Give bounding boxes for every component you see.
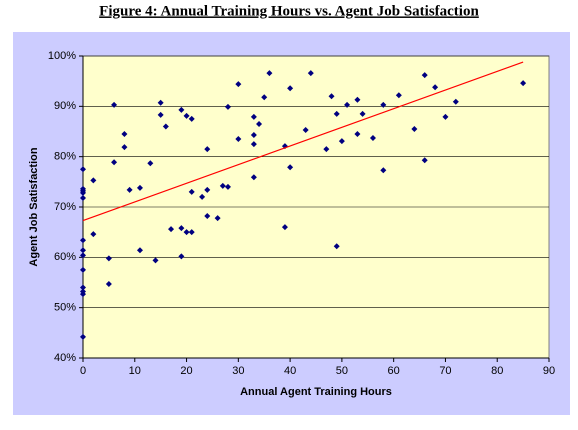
y-tick-label: 100% bbox=[48, 50, 76, 62]
point bbox=[152, 257, 159, 264]
x-tick-label: 60 bbox=[388, 365, 400, 377]
x-tick-label: 30 bbox=[232, 365, 244, 377]
point bbox=[80, 333, 86, 340]
point bbox=[204, 213, 211, 220]
point bbox=[354, 131, 361, 138]
point bbox=[266, 70, 273, 77]
point bbox=[380, 167, 387, 174]
x-tick-label: 20 bbox=[180, 365, 192, 377]
point bbox=[80, 187, 86, 194]
point bbox=[80, 237, 86, 244]
point bbox=[111, 159, 118, 166]
point bbox=[256, 120, 263, 127]
point bbox=[126, 186, 133, 193]
point bbox=[333, 243, 340, 250]
point bbox=[147, 160, 154, 167]
point bbox=[183, 112, 190, 119]
point bbox=[224, 103, 231, 110]
point bbox=[111, 101, 118, 108]
point bbox=[224, 183, 231, 190]
point bbox=[250, 174, 257, 181]
trendline bbox=[82, 61, 524, 222]
y-tick-label: 60% bbox=[54, 251, 76, 263]
point bbox=[214, 215, 221, 222]
point bbox=[421, 157, 428, 164]
point bbox=[338, 138, 345, 145]
point bbox=[105, 281, 112, 288]
point bbox=[80, 284, 86, 291]
point bbox=[178, 253, 185, 260]
point bbox=[380, 101, 387, 108]
point bbox=[183, 229, 190, 236]
y-tick-label: 50% bbox=[54, 302, 76, 314]
point bbox=[235, 136, 242, 143]
y-tick-label: 80% bbox=[54, 151, 76, 163]
point bbox=[411, 125, 418, 132]
point bbox=[188, 229, 195, 236]
point bbox=[302, 126, 309, 133]
point bbox=[287, 164, 294, 171]
point bbox=[188, 188, 195, 195]
point bbox=[323, 146, 330, 153]
point bbox=[369, 135, 376, 142]
point bbox=[80, 266, 86, 273]
point bbox=[157, 99, 164, 106]
point bbox=[90, 177, 97, 184]
x-tick-label: 90 bbox=[543, 365, 555, 377]
y-tick-label: 70% bbox=[54, 201, 76, 213]
point bbox=[80, 291, 86, 298]
point bbox=[90, 231, 97, 238]
point bbox=[421, 72, 428, 79]
y-tick-label: 40% bbox=[54, 352, 76, 364]
point bbox=[235, 81, 242, 88]
point bbox=[80, 252, 86, 259]
point bbox=[105, 255, 112, 262]
point bbox=[395, 92, 402, 99]
point bbox=[121, 131, 128, 138]
point bbox=[287, 85, 294, 92]
point bbox=[136, 247, 143, 254]
point bbox=[80, 166, 86, 173]
y-axis-title: Agent Job Satisfaction bbox=[28, 147, 40, 266]
point bbox=[219, 182, 226, 189]
point bbox=[452, 98, 459, 105]
point bbox=[442, 113, 449, 120]
point bbox=[333, 110, 340, 117]
y-tick-label: 90% bbox=[54, 100, 76, 112]
point bbox=[250, 113, 257, 120]
point bbox=[199, 193, 206, 200]
x-tick-label: 40 bbox=[284, 365, 296, 377]
point bbox=[168, 226, 175, 233]
point bbox=[136, 184, 143, 191]
point bbox=[328, 93, 335, 100]
point bbox=[250, 141, 257, 148]
point bbox=[188, 115, 195, 122]
point bbox=[157, 111, 164, 118]
point bbox=[162, 123, 169, 130]
point bbox=[178, 225, 185, 232]
point bbox=[204, 146, 211, 153]
point bbox=[204, 186, 211, 193]
point bbox=[432, 84, 439, 91]
point bbox=[307, 70, 314, 77]
point bbox=[344, 101, 351, 108]
point bbox=[354, 96, 361, 103]
point bbox=[178, 106, 185, 113]
x-tick-label: 80 bbox=[491, 365, 503, 377]
x-tick-label: 0 bbox=[80, 365, 86, 377]
point bbox=[281, 224, 288, 231]
x-tick-label: 10 bbox=[129, 365, 141, 377]
point bbox=[121, 144, 128, 151]
point bbox=[80, 194, 86, 201]
point bbox=[520, 80, 527, 87]
x-tick-label: 50 bbox=[336, 365, 348, 377]
point bbox=[261, 94, 268, 101]
point bbox=[359, 110, 366, 117]
point bbox=[80, 247, 86, 254]
x-tick-label: 70 bbox=[439, 365, 451, 377]
point bbox=[250, 132, 257, 139]
chart-title: Figure 4: Annual Training Hours vs. Agen… bbox=[99, 3, 479, 19]
x-axis-title: Annual Agent Training Hours bbox=[240, 386, 392, 398]
